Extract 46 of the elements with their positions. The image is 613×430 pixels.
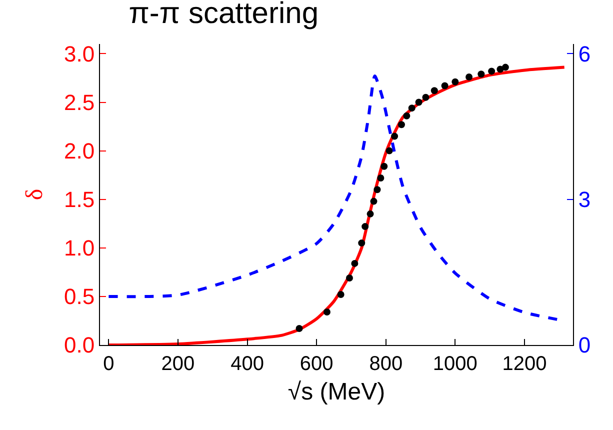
x-tick-label: 600 [300, 353, 334, 375]
point [502, 64, 509, 71]
point [374, 186, 381, 194]
point [478, 70, 485, 78]
point [408, 104, 416, 112]
point [370, 198, 378, 205]
y2-tick-label: 0 [578, 332, 591, 358]
point [441, 82, 448, 90]
point [386, 147, 393, 154]
point [337, 291, 344, 298]
y-tick-label: 1.0 [64, 236, 95, 261]
y2-tick-label: 3 [578, 187, 591, 212]
x-tick-label: 1200 [502, 353, 547, 375]
y-tick-label: 2.0 [64, 138, 95, 164]
point [296, 324, 303, 332]
y-tick-label: 3.0 [64, 41, 95, 66]
point [422, 94, 430, 101]
x-tick-label: 800 [369, 353, 403, 375]
point [358, 240, 366, 247]
y-tick-label: 2.5 [64, 90, 95, 115]
point [488, 68, 496, 75]
point [323, 308, 330, 316]
y-tick-label: 1.5 [64, 187, 95, 212]
y-tick-label: 0.0 [64, 332, 95, 358]
point [380, 162, 388, 170]
point [430, 87, 438, 94]
y2-tick-label: 6 [578, 41, 591, 66]
point [403, 112, 410, 120]
x-tick-label: 0 [103, 353, 114, 375]
x-tick-label: 400 [230, 353, 264, 375]
point [366, 210, 374, 218]
x-tick-label: 1000 [432, 353, 478, 375]
point [415, 98, 422, 106]
point [398, 121, 405, 128]
x-tick-label: 200 [161, 353, 195, 375]
point [346, 274, 353, 282]
point [452, 78, 459, 86]
point [377, 174, 384, 182]
point [391, 132, 398, 140]
point [466, 74, 473, 81]
chart-title: π-π scattering [128, 0, 319, 30]
point [351, 260, 358, 267]
point [362, 223, 369, 230]
y-axis-title: δ [22, 188, 48, 200]
x-axis-title: √s (MeV) [288, 378, 386, 406]
y-tick-label: 0.5 [64, 284, 95, 310]
